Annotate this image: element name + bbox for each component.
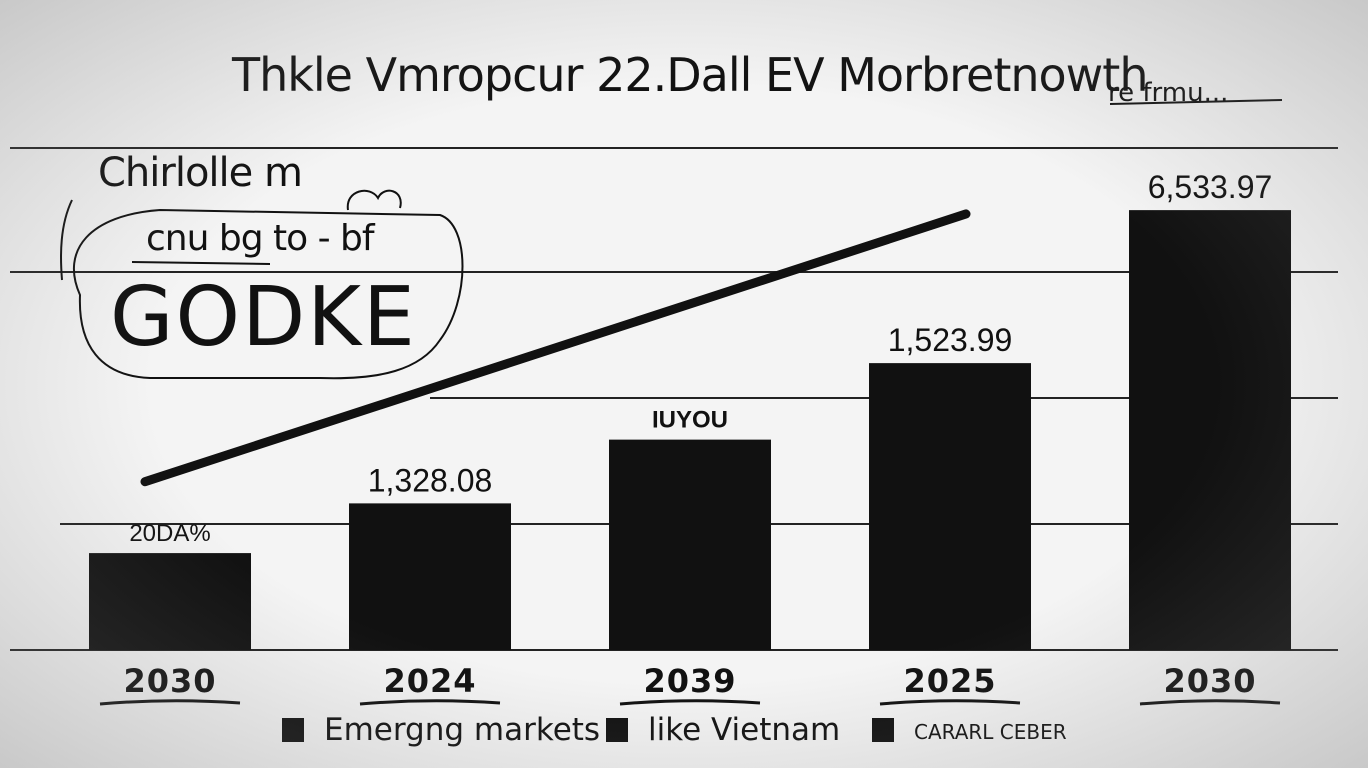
annotation-bubble <box>73 208 464 380</box>
annotation-big-text: GODKE <box>110 270 417 365</box>
x-tick-label: 2039 <box>643 662 737 700</box>
x-tick-label: 2025 <box>903 662 997 700</box>
data-label: 6,533.97 <box>1148 169 1273 205</box>
tick-underline <box>99 699 241 706</box>
bar <box>609 439 771 650</box>
tick-underline <box>619 699 761 706</box>
annotation-label: Chirlolle m <box>98 150 303 196</box>
legend-label: CARARL CEBER <box>914 720 1067 744</box>
tick-underline <box>359 699 501 706</box>
legend-label: like Vietnam <box>648 712 841 748</box>
tick-underline <box>879 699 1021 706</box>
title-underline <box>1109 99 1283 105</box>
legend-label: Emergng markets <box>324 712 601 748</box>
data-label: 1,328.08 <box>368 462 493 498</box>
title-note: re frmu... <box>1108 78 1229 108</box>
annotation-underline <box>131 261 271 265</box>
tick-underline <box>1139 699 1281 706</box>
x-tick-label: 2030 <box>1163 662 1257 700</box>
x-tick-label: 2030 <box>123 662 217 700</box>
data-label: 20DA% <box>129 520 210 547</box>
chart-title: Thkle Vmropcur 22.Dall EV Morbretnowth <box>232 48 1149 102</box>
annotation-cloud <box>346 189 402 211</box>
x-tick-label: 2024 <box>383 662 477 700</box>
legend-swatch <box>872 718 894 742</box>
bar <box>89 553 251 650</box>
legend-swatch <box>606 718 628 742</box>
trend-line <box>140 209 971 487</box>
data-label: IUYOU <box>652 407 728 434</box>
data-label: 1,523.99 <box>888 322 1013 358</box>
bar <box>1129 210 1291 650</box>
annotation-bracket <box>60 199 73 281</box>
legend-swatch <box>282 718 304 742</box>
bar <box>349 503 511 650</box>
bar <box>869 363 1031 650</box>
annotation-subtext: cnu bg to - bf <box>146 218 375 259</box>
